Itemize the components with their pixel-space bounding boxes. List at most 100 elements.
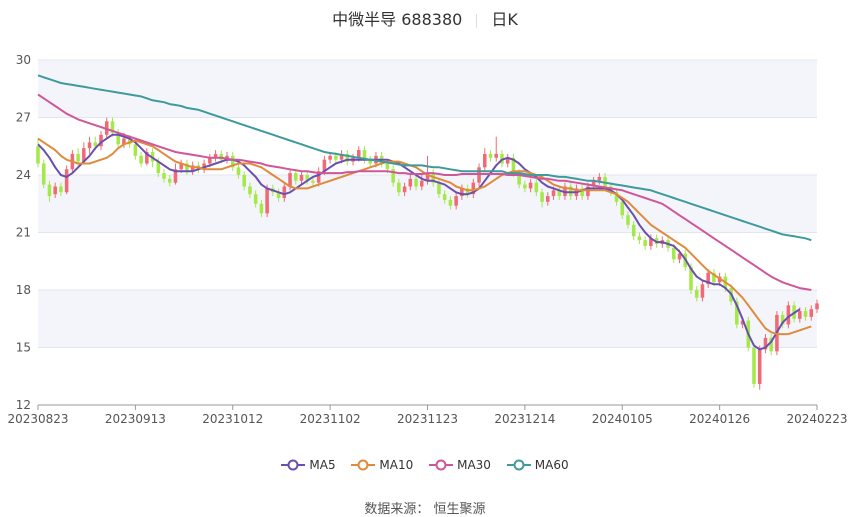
ma60-legend-icon (506, 459, 531, 471)
candle-body (700, 284, 705, 298)
candle-body (213, 153, 218, 158)
candle (47, 180, 52, 202)
candle (626, 211, 630, 229)
candle-body (230, 155, 235, 168)
ma30-legend-icon (429, 459, 454, 471)
axes: 12 15 18 21 24 27 30 20230823 20230913 20231012 20… (7, 53, 847, 426)
candle (82, 142, 86, 164)
candle-body (299, 175, 304, 181)
candle-body (712, 272, 716, 283)
candle-body (414, 178, 418, 187)
x-tick-label: 20240223 (786, 412, 847, 426)
y-tick-label: 27 (16, 111, 31, 125)
ma10-legend-icon (351, 459, 376, 471)
data-source: 数据来源： 恒生聚源 (364, 502, 486, 517)
candle-body (419, 180, 424, 187)
legend-item-ma60[interactable]: MA60 (506, 458, 569, 472)
candle-body (391, 169, 395, 183)
chart-title: 中微半导 688380 日K (0, 6, 850, 30)
candle-body (454, 196, 458, 206)
candle-body (248, 186, 252, 195)
candlestick-chart: 12 15 18 21 24 27 30 20230823 20230913 20231012 20… (7, 53, 847, 426)
x-tick-label: 20231214 (494, 412, 555, 426)
candle-body (59, 186, 63, 193)
candle-body (471, 182, 476, 195)
candle (253, 190, 258, 208)
candle-body (385, 163, 390, 170)
candle-body (551, 190, 556, 197)
candle (442, 190, 447, 204)
candle (637, 232, 642, 244)
candle-body (597, 176, 602, 181)
candle-body (735, 301, 739, 325)
x-tick-label: 20230823 (7, 412, 68, 426)
candle (185, 159, 189, 175)
candle-body (649, 238, 653, 246)
ma5-legend-icon (281, 459, 306, 471)
legend-label-ma60: MA60 (534, 458, 569, 472)
x-tick-label: 20240126 (689, 412, 750, 426)
candle-body (368, 159, 372, 164)
candle-body (162, 173, 166, 179)
candle-body (305, 175, 309, 181)
candle-body (534, 182, 539, 193)
moving-average-lines (37, 74, 812, 351)
candle-body (425, 173, 430, 181)
candle-body (328, 155, 332, 160)
candle-body (689, 267, 693, 290)
candle-body (460, 188, 464, 197)
candle-body (706, 272, 710, 285)
candle (362, 146, 367, 164)
candle (568, 182, 573, 200)
candle (259, 199, 264, 218)
candle (471, 178, 476, 198)
candle-body (540, 192, 544, 202)
candle-body (809, 309, 814, 317)
candle-body (311, 180, 315, 183)
candle-body (339, 153, 344, 160)
candle (494, 136, 499, 162)
legend-item-ma10[interactable]: MA10 (351, 458, 413, 472)
candle (706, 268, 710, 289)
candle (345, 150, 350, 166)
candle (276, 188, 281, 202)
title-divider (476, 13, 478, 28)
period-label: 日K (491, 10, 518, 29)
candle-body (145, 152, 149, 164)
x-tick-label: 20231102 (300, 412, 361, 426)
candle (391, 165, 395, 187)
candle (735, 297, 739, 329)
candle (460, 184, 464, 200)
candle (700, 280, 705, 302)
candle-body (87, 142, 92, 149)
candle-body (672, 247, 676, 260)
legend-label-ma30: MA30 (457, 458, 491, 472)
candle-body (110, 121, 115, 133)
candle-body (41, 163, 46, 185)
y-tick-label: 21 (16, 226, 31, 240)
candle-body (397, 182, 401, 193)
candle-body (769, 337, 773, 352)
candle-body (528, 182, 533, 189)
candle-body (798, 311, 802, 319)
candle-body (580, 188, 584, 197)
legend-item-ma5[interactable]: MA5 (281, 458, 336, 472)
candle-body (82, 148, 86, 162)
background-band (38, 60, 817, 118)
candle-body (208, 157, 212, 164)
candle (557, 186, 562, 200)
candle-body (568, 186, 573, 197)
candle-body (780, 314, 785, 325)
candle-body (99, 134, 103, 147)
candle (36, 138, 40, 168)
candle-body (677, 253, 682, 260)
candle-body (133, 144, 138, 156)
candle (368, 155, 372, 168)
candle-body (265, 188, 269, 214)
legend-item-ma30[interactable]: MA30 (429, 458, 491, 472)
candle-body (488, 153, 493, 158)
candle-body (614, 192, 619, 202)
legend-label-ma5: MA5 (309, 458, 336, 472)
candle-body (448, 199, 453, 206)
y-tick-label: 12 (16, 398, 31, 412)
